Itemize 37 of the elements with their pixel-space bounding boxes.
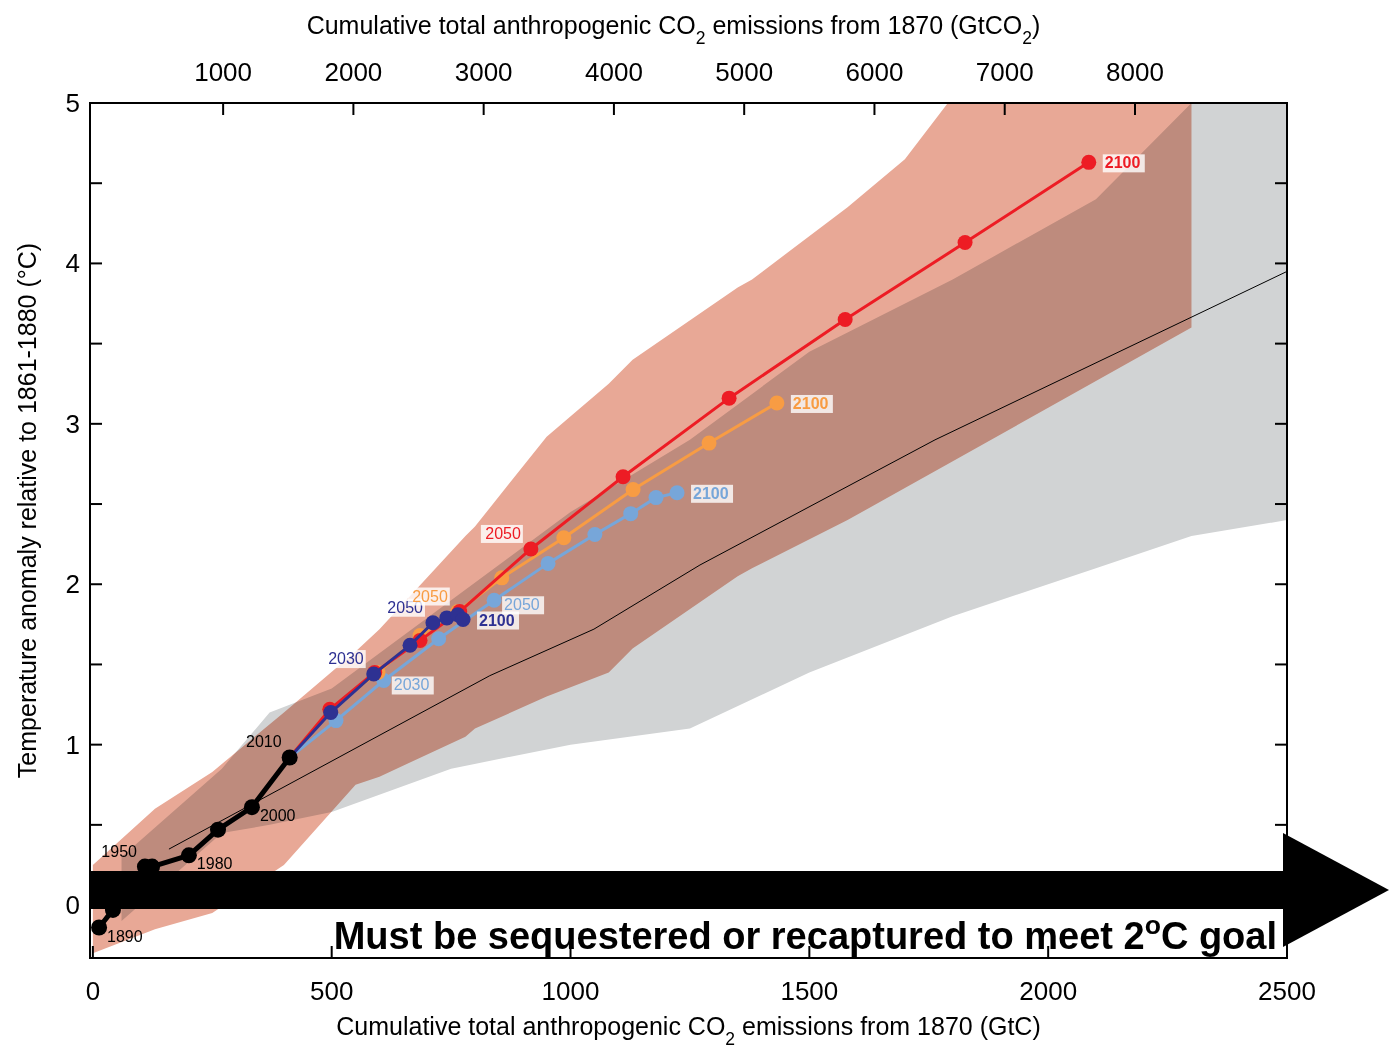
x2-tick-label: 1000 bbox=[194, 57, 253, 87]
annotation: 2000 bbox=[259, 807, 296, 825]
y-tick-label: 2 bbox=[65, 569, 80, 600]
y-tick-label: 0 bbox=[65, 890, 80, 921]
annotation: 1950 bbox=[101, 842, 138, 860]
annotation: 2030 bbox=[393, 676, 430, 694]
y-tick-label: 4 bbox=[65, 248, 80, 279]
y-tick-label: 1 bbox=[65, 729, 80, 760]
x-tick-label: 2000 bbox=[1019, 976, 1078, 1006]
annotation: 1890 bbox=[107, 927, 143, 945]
x-tick-label: 0 bbox=[85, 976, 101, 1006]
annotation: 2100 bbox=[693, 484, 729, 502]
x2-tick-label: 3000 bbox=[454, 57, 513, 87]
annotation: 1980 bbox=[196, 855, 233, 873]
annotation: 2050 bbox=[485, 524, 521, 542]
x2-tick-label: 5000 bbox=[715, 57, 774, 87]
annotation: 2100 bbox=[792, 394, 829, 412]
x2-tick-label: 4000 bbox=[585, 57, 643, 87]
x-tick-label: 1000 bbox=[541, 976, 600, 1006]
y-tick-label: 5 bbox=[65, 88, 80, 118]
x2-tick-label: 6000 bbox=[845, 57, 904, 87]
annotation: 2100 bbox=[1104, 154, 1141, 172]
y-tick-label: 3 bbox=[65, 408, 80, 439]
x2-tick-label: 8000 bbox=[1106, 57, 1164, 87]
annotation: 2100 bbox=[479, 611, 515, 629]
x-tick-label: 1500 bbox=[780, 976, 839, 1006]
y-axis-title: Temperature anomaly relative to 1861-1880 (°C) bbox=[13, 242, 41, 779]
annotation: 2010 bbox=[246, 733, 282, 751]
annotation: 2030 bbox=[328, 650, 364, 668]
annotation: 2050 bbox=[504, 596, 540, 614]
x2-axis-title: Cumulative total anthropogenic CO$_{2}$ emissions from 1870 (GtCO$_{2}$) bbox=[306, 11, 1041, 48]
x-axis-title: Cumulative total anthropogenic CO$_{2}$ emissions from 1870 (GtC) bbox=[336, 1012, 1041, 1049]
x2-tick-label: 2000 bbox=[324, 57, 383, 87]
x-tick-label: 500 bbox=[310, 976, 354, 1006]
x-tick-label: 2500 bbox=[1258, 976, 1316, 1006]
x2-tick-label: 7000 bbox=[975, 57, 1034, 87]
annotation: Must be sequestered or recaptured to meet 2$^{o}$C goal bbox=[333, 910, 1277, 957]
